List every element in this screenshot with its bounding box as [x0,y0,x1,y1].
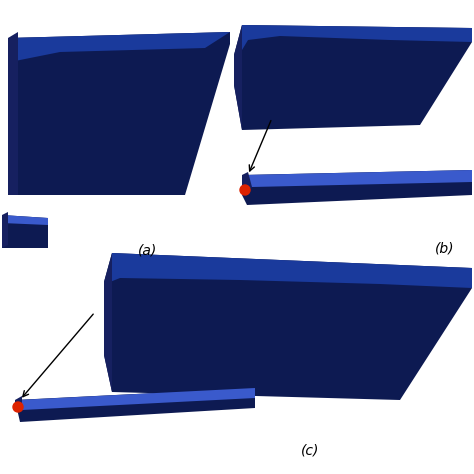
Polygon shape [2,212,8,248]
Polygon shape [8,32,18,195]
Polygon shape [15,396,22,410]
Polygon shape [8,32,230,195]
Polygon shape [2,215,48,248]
Text: (a): (a) [138,243,158,257]
Polygon shape [104,253,112,392]
Circle shape [13,402,23,412]
Polygon shape [104,253,472,400]
Polygon shape [234,25,472,130]
Text: (b): (b) [435,241,455,255]
Polygon shape [242,25,472,50]
Polygon shape [245,170,472,188]
Polygon shape [242,170,472,205]
Text: (c): (c) [301,443,319,457]
Polygon shape [18,388,255,410]
Polygon shape [15,388,255,422]
Circle shape [240,185,250,195]
Polygon shape [242,172,252,195]
Polygon shape [2,215,48,225]
Polygon shape [110,253,472,288]
Polygon shape [234,25,242,130]
Polygon shape [8,32,230,62]
